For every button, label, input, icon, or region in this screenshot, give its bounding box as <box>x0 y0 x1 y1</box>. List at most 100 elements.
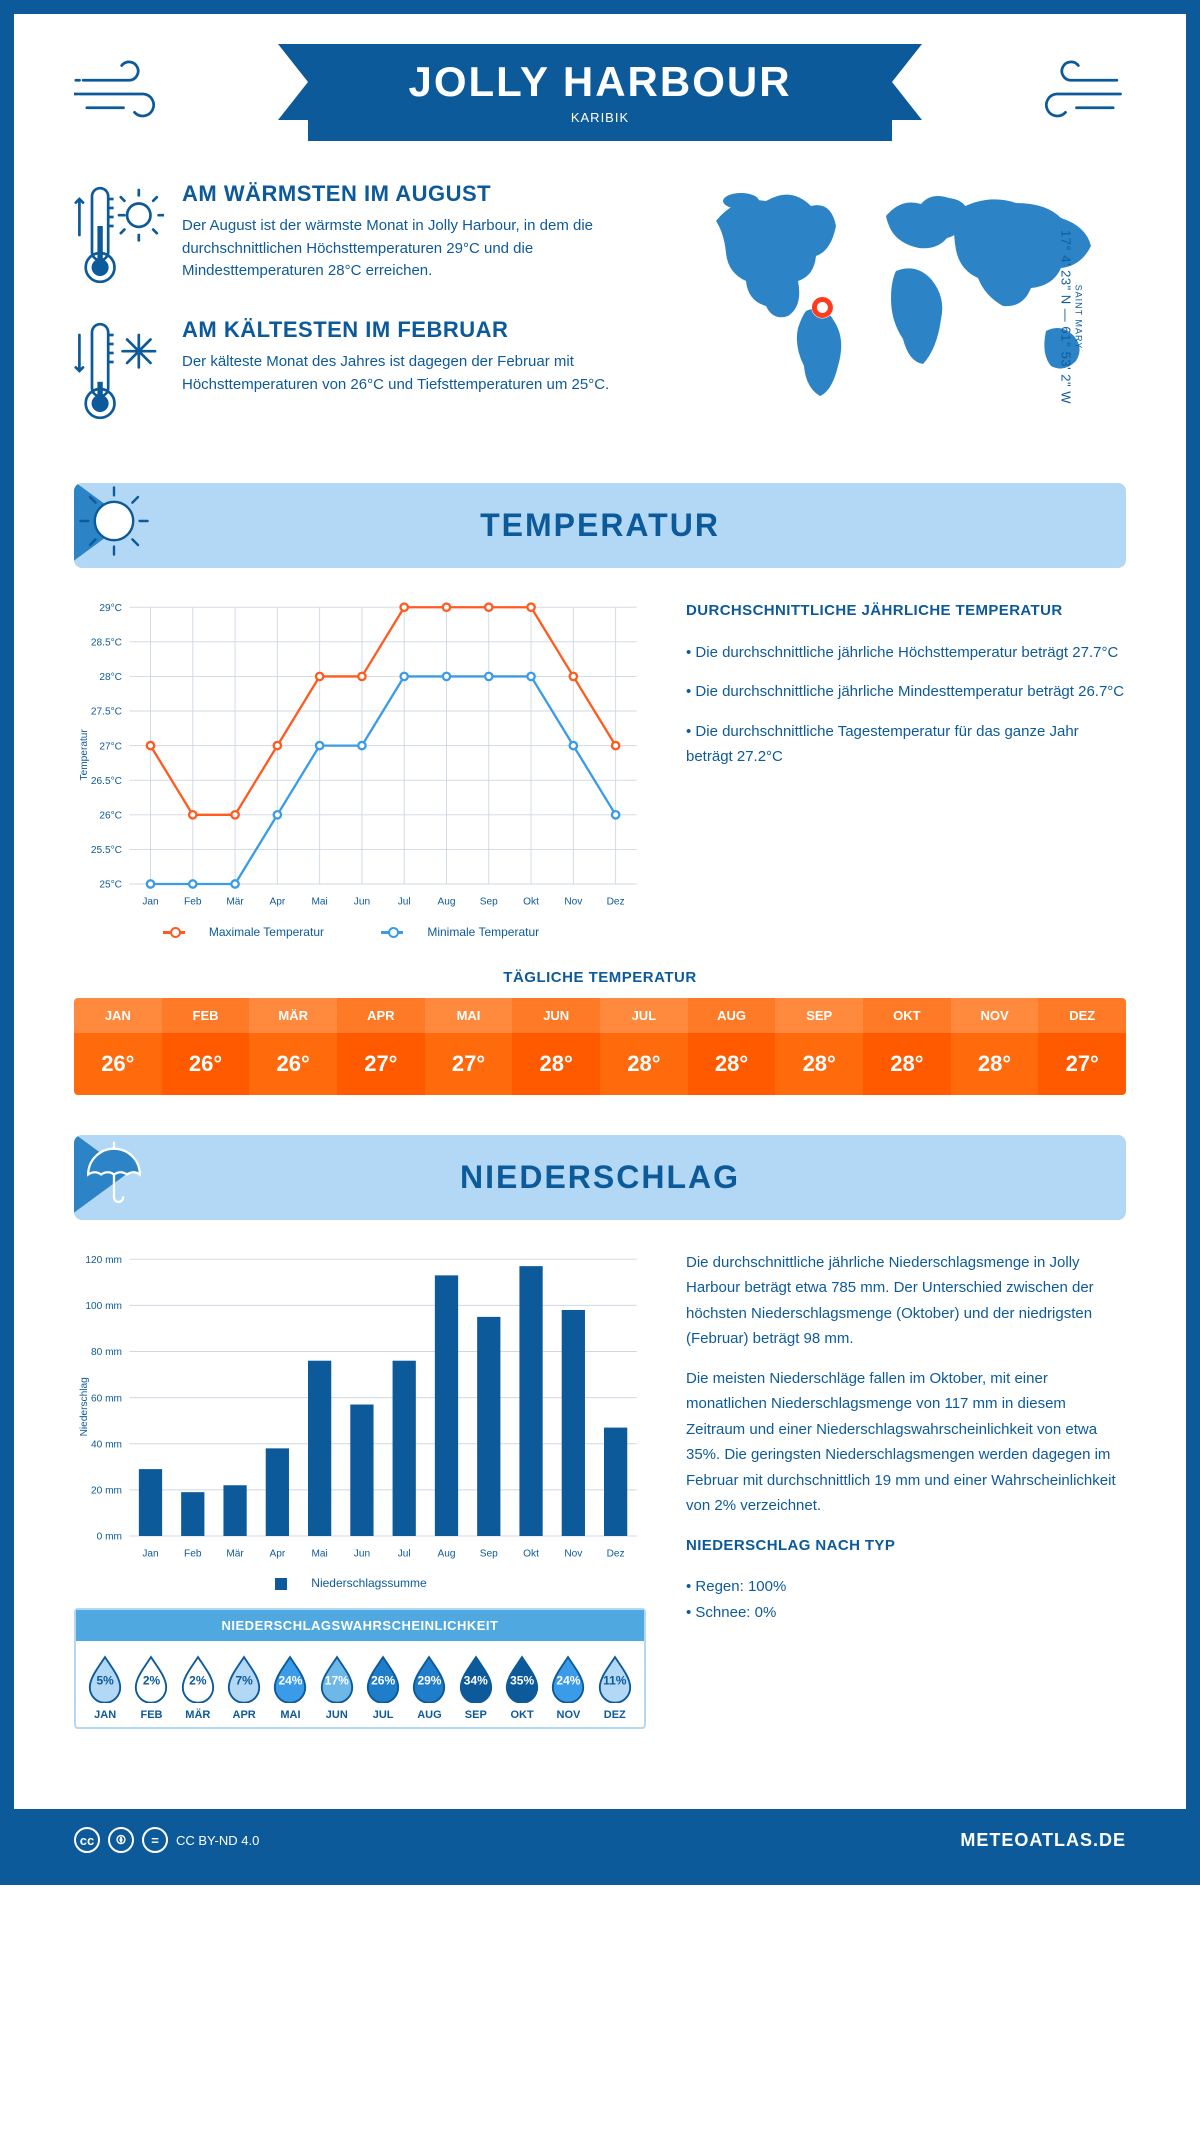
svg-text:Jul: Jul <box>398 1548 411 1559</box>
svg-text:26.5°C: 26.5°C <box>91 776 122 787</box>
prob-cell: 24% MAI <box>267 1655 313 1721</box>
svg-text:Apr: Apr <box>269 1548 285 1559</box>
page-title: JOLLY HARBOUR <box>408 58 791 106</box>
svg-text:28.5°C: 28.5°C <box>91 638 122 649</box>
svg-text:60 mm: 60 mm <box>91 1393 122 1404</box>
raindrop-icon: 7% <box>225 1655 263 1703</box>
daily-col: DEZ27° <box>1038 998 1126 1095</box>
svg-text:Mär: Mär <box>226 896 244 907</box>
precip-row: 0 mm20 mm40 mm60 mm80 mm100 mm120 mmJanF… <box>74 1250 1126 1730</box>
cc-icon: cc <box>74 1827 100 1853</box>
world-map-panel: SAINT MARY 17° 4' 23" N — 61° 53' 2" W <box>686 181 1126 453</box>
fact-coldest: AM KÄLTESTEN IM FEBRUAR Der kälteste Mon… <box>74 317 656 425</box>
temperature-legend: Maximale Temperatur Minimale Temperatur <box>74 925 646 939</box>
daily-col: JAN26° <box>74 998 162 1095</box>
daily-col: AUG28° <box>688 998 776 1095</box>
svg-text:Jun: Jun <box>354 896 370 907</box>
license: cc 🅯 = CC BY-ND 4.0 <box>74 1827 259 1853</box>
svg-text:25.5°C: 25.5°C <box>91 845 122 856</box>
header: JOLLY HARBOUR KARIBIK <box>74 44 1126 141</box>
prob-cell: 29% AUG <box>406 1655 452 1721</box>
by-icon: 🅯 <box>108 1827 134 1853</box>
fact-cold-title: AM KÄLTESTEN IM FEBRUAR <box>182 317 656 343</box>
prob-cell: 7% APR <box>221 1655 267 1721</box>
svg-text:Nov: Nov <box>564 1548 583 1559</box>
raindrop-icon: 2% <box>179 1655 217 1703</box>
svg-text:Okt: Okt <box>523 896 539 907</box>
raindrop-icon: 24% <box>549 1655 587 1703</box>
fact-warm-title: AM WÄRMSTEN IM AUGUST <box>182 181 656 207</box>
prob-cell: 2% FEB <box>128 1655 174 1721</box>
svg-text:25°C: 25°C <box>99 880 122 891</box>
daily-col: SEP28° <box>775 998 863 1095</box>
section-bar-precip: NIEDERSCHLAG <box>74 1135 1126 1220</box>
prob-cell: 5% JAN <box>82 1655 128 1721</box>
svg-text:Dez: Dez <box>607 1548 625 1559</box>
svg-text:27°C: 27°C <box>99 741 122 752</box>
precip-legend: Niederschlagssumme <box>74 1576 646 1590</box>
raindrop-icon: 34% <box>457 1655 495 1703</box>
daily-col: MÄR26° <box>249 998 337 1095</box>
svg-text:20 mm: 20 mm <box>91 1485 122 1496</box>
svg-text:Jan: Jan <box>142 1548 158 1559</box>
section-title-temperature: TEMPERATUR <box>74 507 1126 544</box>
coordinates: SAINT MARY 17° 4' 23" N — 61° 53' 2" W <box>1059 230 1084 404</box>
svg-text:Feb: Feb <box>184 896 202 907</box>
footer: cc 🅯 = CC BY-ND 4.0 METEOATLAS.DE <box>14 1809 1186 1871</box>
section-bar-temperature: TEMPERATUR <box>74 483 1126 568</box>
wind-icon <box>74 54 184 134</box>
svg-text:Niederschlag: Niederschlag <box>79 1377 90 1436</box>
thermometer-sun-icon <box>74 181 164 289</box>
svg-text:Mär: Mär <box>226 1548 244 1559</box>
svg-text:Jun: Jun <box>354 1548 370 1559</box>
daily-col: MAI27° <box>425 998 513 1095</box>
svg-text:Mai: Mai <box>311 896 327 907</box>
svg-text:Mai: Mai <box>311 1548 327 1559</box>
prob-cell: 26% JUL <box>360 1655 406 1721</box>
section-title-precip: NIEDERSCHLAG <box>74 1159 1126 1196</box>
precip-type-title: NIEDERSCHLAG NACH TYP <box>686 1533 1126 1559</box>
raindrop-icon: 5% <box>86 1655 124 1703</box>
raindrop-icon: 29% <box>410 1655 448 1703</box>
raindrop-icon: 26% <box>364 1655 402 1703</box>
svg-text:Temperatur: Temperatur <box>79 729 90 781</box>
daily-temperature-title: TÄGLICHE TEMPERATUR <box>74 969 1126 986</box>
nd-icon: = <box>142 1827 168 1853</box>
svg-text:Nov: Nov <box>564 896 583 907</box>
svg-text:0 mm: 0 mm <box>97 1531 122 1542</box>
svg-text:Apr: Apr <box>269 896 285 907</box>
page-subtitle: KARIBIK <box>408 110 791 125</box>
raindrop-icon: 24% <box>271 1655 309 1703</box>
page: JOLLY HARBOUR KARIBIK <box>0 0 1200 1885</box>
svg-text:27.5°C: 27.5°C <box>91 707 122 718</box>
daily-temperature-table: JAN26°FEB26°MÄR26°APR27°MAI27°JUN28°JUL2… <box>74 998 1126 1095</box>
fact-warmest: AM WÄRMSTEN IM AUGUST Der August ist der… <box>74 181 656 289</box>
prob-cell: 17% JUN <box>314 1655 360 1721</box>
prob-cell: 2% MÄR <box>175 1655 221 1721</box>
temp-desc-title: DURCHSCHNITTLICHE JÄHRLICHE TEMPERATUR <box>686 598 1126 624</box>
svg-text:Okt: Okt <box>523 1548 539 1559</box>
fact-warm-text: Der August ist der wärmste Monat in Joll… <box>182 215 656 283</box>
raindrop-icon: 11% <box>596 1655 634 1703</box>
svg-text:Aug: Aug <box>437 896 455 907</box>
svg-text:Jan: Jan <box>142 896 158 907</box>
fact-cold-text: Der kälteste Monat des Jahres ist dagege… <box>182 351 656 396</box>
temperature-description: DURCHSCHNITTLICHE JÄHRLICHE TEMPERATUR •… <box>686 598 1126 939</box>
raindrop-icon: 2% <box>132 1655 170 1703</box>
svg-text:28°C: 28°C <box>99 672 122 683</box>
daily-col: NOV28° <box>951 998 1039 1095</box>
svg-text:Jul: Jul <box>398 896 411 907</box>
prob-cell: 35% OKT <box>499 1655 545 1721</box>
svg-text:Sep: Sep <box>480 1548 498 1559</box>
svg-text:100 mm: 100 mm <box>85 1301 122 1312</box>
thermometer-snow-icon <box>74 317 164 425</box>
precip-bar-chart: 0 mm20 mm40 mm60 mm80 mm100 mm120 mmJanF… <box>74 1250 646 1564</box>
svg-text:Sep: Sep <box>480 896 498 907</box>
daily-col: APR27° <box>337 998 425 1095</box>
daily-col: OKT28° <box>863 998 951 1095</box>
svg-text:26°C: 26°C <box>99 810 122 821</box>
raindrop-icon: 17% <box>318 1655 356 1703</box>
svg-text:29°C: 29°C <box>99 603 122 614</box>
prob-cell: 34% SEP <box>453 1655 499 1721</box>
prob-cell: 11% DEZ <box>592 1655 638 1721</box>
